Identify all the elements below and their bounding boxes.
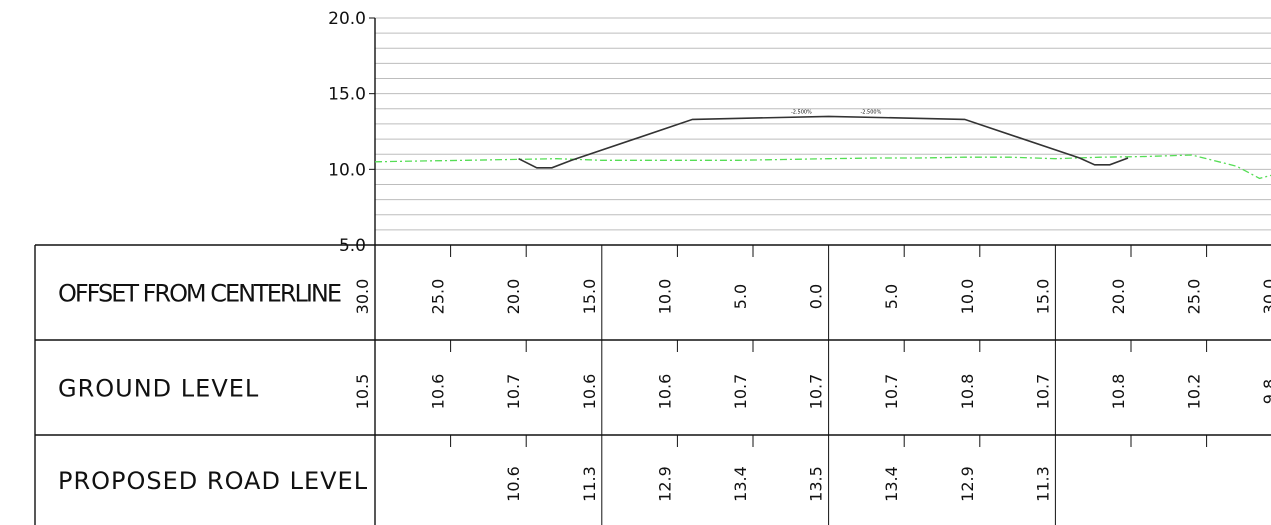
table-cell-value: 25.0 xyxy=(429,279,448,315)
table-cell-value: 13.4 xyxy=(731,466,750,502)
table-cell-value: 30.0 xyxy=(353,279,372,315)
table-cell-value: 15.0 xyxy=(1033,279,1052,315)
table-cell-value: 12.9 xyxy=(958,466,977,502)
y-axis-ticks: 20.0 15.0 10.0 5.0 xyxy=(328,9,375,256)
row-label: PROPOSED ROAD LEVEL xyxy=(58,467,368,495)
table-cell-value: 10.6 xyxy=(655,374,674,410)
grid-lines xyxy=(375,17,1271,231)
table-cell-value: 25.0 xyxy=(1185,279,1204,315)
table-cell-value: 10.0 xyxy=(958,279,977,315)
table-cell-value: 0.0 xyxy=(807,284,826,309)
y-tick-label: 15.0 xyxy=(328,85,366,105)
table-cell-value: 20.0 xyxy=(1109,279,1128,315)
y-tick-label: 10.0 xyxy=(328,160,366,180)
y-tick-label: 5.0 xyxy=(339,236,366,256)
y-tick-label: 20.0 xyxy=(328,9,366,29)
table-cell-value: 10.8 xyxy=(958,374,977,410)
slope-annotations: -2.500% -2.500% xyxy=(791,109,882,115)
table-cell-value: 9.8 xyxy=(1260,379,1271,404)
table-cell-value: 10.2 xyxy=(1185,374,1204,410)
table-cell-value: 5.0 xyxy=(882,284,901,309)
table-cell-value: 15.0 xyxy=(580,279,599,315)
slope-label: -2.500% xyxy=(791,109,812,115)
proposed-road-line xyxy=(518,115,1129,169)
slope-label: -2.500% xyxy=(860,109,881,115)
table-cell-value: 10.6 xyxy=(504,466,523,502)
table-cell-value: 10.0 xyxy=(655,279,674,315)
table-cell-value: 30.0 xyxy=(1260,279,1271,315)
table-cell-value: 10.7 xyxy=(882,374,901,410)
table-cell-value: 10.8 xyxy=(1109,374,1128,410)
table-cell-value: 11.3 xyxy=(580,466,599,502)
table-cell-value: 20.0 xyxy=(504,279,523,315)
table-cell-value: 10.7 xyxy=(807,374,826,410)
table-cell-value: 10.7 xyxy=(504,374,523,410)
row-label: OFFSET FROM CENTERLINE xyxy=(58,280,343,308)
table-cell-value: 10.5 xyxy=(353,374,372,410)
table-cell-value: 10.6 xyxy=(580,374,599,410)
row-label: GROUND LEVEL xyxy=(58,375,259,403)
table-cell-value: 11.3 xyxy=(1033,466,1052,502)
plot-series xyxy=(374,115,1271,180)
table-cell-value: 10.7 xyxy=(1033,374,1052,410)
table-cells: 30.0 25.0 20.0 15.0 10.0 5.0 0.0 5.0 10.0 15.0 20.… xyxy=(353,279,1271,502)
table-cell-value: 12.9 xyxy=(655,466,674,502)
table-cell-value: 10.6 xyxy=(429,374,448,410)
table-frame xyxy=(34,18,1271,525)
table-cell-value: 13.5 xyxy=(807,466,826,502)
row-labels: OFFSET FROM CENTERLINE GROUND LEVEL PROPOS… xyxy=(58,280,368,496)
ground-level-line xyxy=(374,154,1271,180)
table-cell-value: 10.7 xyxy=(731,374,750,410)
table-cell-value: 5.0 xyxy=(731,284,750,309)
table-cell-value: 13.4 xyxy=(882,466,901,502)
